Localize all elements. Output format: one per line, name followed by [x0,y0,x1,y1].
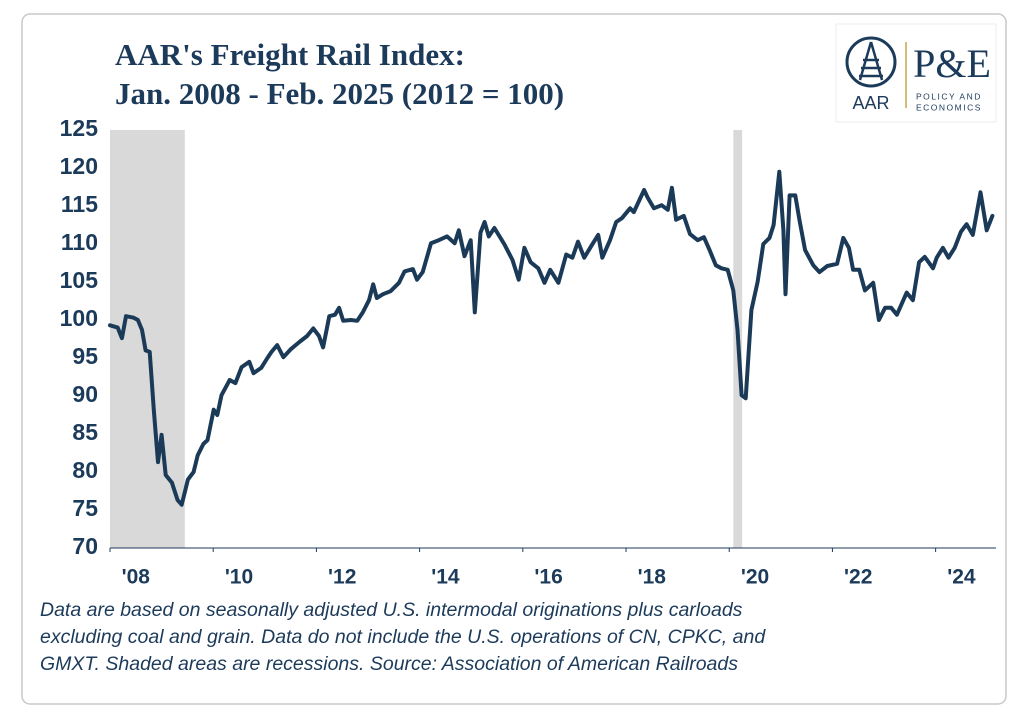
x-tick-label: '16 [534,566,562,589]
y-tick-label: 115 [61,191,98,217]
footnote: excluding coal and grain. Data do not in… [40,626,766,648]
x-tick-label: '08 [122,566,151,589]
footnote: Data are based on seasonally adjusted U.… [40,599,743,621]
y-tick-label: 70 [72,533,98,559]
y-tick-label: 95 [72,343,98,369]
frame [21,13,1007,705]
x-tick-label: '12 [328,566,356,589]
chart-title: Jan. 2008 - Feb. 2025 (2012 = 100) [115,76,564,111]
logo-subtitle: POLICY AND [916,91,982,101]
y-tick-label: 80 [72,457,98,483]
y-tick-label: 125 [60,115,99,141]
x-tick-label: '22 [844,566,872,589]
chart-title: AAR's Freight Rail Index: [115,37,465,72]
data-line [108,169,995,507]
y-tick-label: 85 [72,419,98,445]
logo-left: AAR [852,93,889,113]
y-tick-label: 100 [60,305,98,331]
x-tick-label: '20 [741,566,769,589]
x-tick-label: '14 [431,566,460,589]
logo-right: P&E [913,41,991,86]
logo-ring [845,36,897,88]
y-tick-label: 120 [60,153,98,179]
x-tick-label: '10 [225,566,253,589]
x-tick-label: '24 [947,566,976,589]
logo-track [858,41,884,81]
y-tick-label: 90 [72,381,98,407]
y-tick-label: 105 [60,267,99,293]
y-tick-label: 110 [61,229,98,255]
logo-subtitle: ECONOMICS [916,102,982,112]
footnote: GMXT. Shaded areas are recessions. Sourc… [40,653,738,675]
y-tick-label: 75 [72,495,98,521]
x-tick-label: '18 [638,566,667,589]
logo: AAR P&E POLICY AND ECONOMICS [835,23,997,123]
